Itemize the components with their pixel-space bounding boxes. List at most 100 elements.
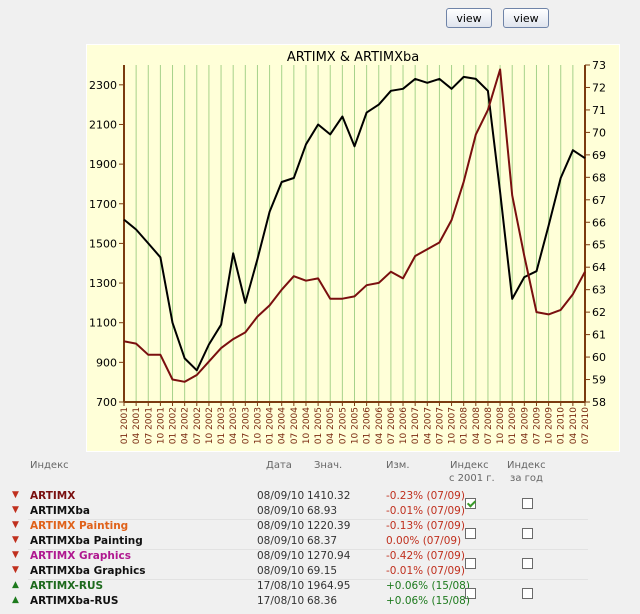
x-tick-label: 01 2002 (169, 407, 179, 444)
arrow-down-icon: ▼ (12, 550, 19, 560)
checkbox-since-2001[interactable] (465, 498, 476, 509)
index-change: -0.01% (07/09) (386, 505, 465, 517)
x-tick-label: 04 2004 (278, 407, 288, 444)
y-right-tick-label: 72 (592, 81, 606, 94)
index-name[interactable]: ARTIMXba (30, 505, 90, 517)
checkbox-year[interactable] (522, 588, 533, 599)
checkbox-year[interactable] (522, 528, 533, 539)
row-divider (28, 549, 588, 550)
table-row: ▲ ARTIMX-RUS 17/08/10 1964.95 +0.06% (15/08) (0, 580, 640, 595)
x-tick-label: 04 2002 (181, 407, 191, 444)
arrow-up-icon: ▲ (12, 580, 19, 590)
x-tick-label: 10 2008 (496, 407, 506, 444)
x-tick-label: 04 2003 (229, 407, 239, 444)
index-chart: ARTIMX & ARTIMXba 700 900 1100 1300 1500 1700 1… (86, 44, 620, 452)
index-date: 08/09/10 (257, 550, 305, 562)
y-right-tick-label: 63 (592, 284, 606, 297)
view-button-2[interactable]: view (503, 8, 549, 28)
index-change: -0.01% (07/09) (386, 565, 465, 577)
x-tick-label: 07 2007 (435, 407, 445, 444)
x-tick-label: 01 2001 (120, 407, 130, 444)
y-left-tick-label: 1500 (89, 237, 117, 250)
y-left-tick-label: 900 (96, 356, 117, 369)
checkbox-since-2001[interactable] (465, 528, 476, 539)
x-tick-label: 10 2005 (351, 407, 361, 444)
view-button-1[interactable]: view (446, 8, 492, 28)
x-tick-label: 04 2006 (375, 407, 385, 444)
series-line-artimx (123, 75, 586, 372)
table-row: ▼ ARTIMXba Graphics 08/09/10 69.15 -0.01% (0… (0, 565, 640, 580)
index-change: -0.13% (07/09) (386, 520, 465, 532)
y-right-tick-label: 62 (592, 306, 606, 319)
index-value: 1410.32 (307, 490, 351, 502)
table-row: ▼ ARTIMX 08/09/10 1410.32 -0.23% (07/09) (0, 490, 640, 505)
y-right-tick-label: 71 (592, 104, 606, 117)
index-value: 1964.95 (307, 580, 351, 592)
index-value: 68.93 (307, 505, 338, 517)
header-since2001-line2: с 2001 г. (449, 473, 495, 484)
index-value: 68.36 (307, 595, 338, 607)
y-left-tick-label: 2300 (89, 79, 117, 92)
checkbox-since-2001[interactable] (465, 558, 476, 569)
x-tick-label: 01 2006 (363, 407, 373, 444)
arrow-down-icon: ▼ (12, 520, 19, 530)
chart-title: ARTIMX & ARTIMXba (287, 50, 419, 65)
index-name[interactable]: ARTIMX (30, 490, 76, 502)
y-right-tick-label: 73 (592, 59, 606, 72)
y-right-tick-label: 66 (592, 216, 606, 229)
index-name[interactable]: ARTIMXba-RUS (30, 595, 119, 607)
x-tick-label: 07 2008 (484, 407, 494, 444)
index-date: 08/09/10 (257, 535, 305, 547)
x-tick-label: 04 2009 (520, 407, 530, 444)
x-tick-label: 07 2004 (290, 407, 300, 444)
index-change: +0.06% (15/08) (386, 580, 470, 592)
arrow-down-icon: ▼ (12, 505, 19, 515)
x-tick-label: 10 2001 (156, 407, 166, 444)
y-left-tick-label: 2100 (89, 118, 117, 131)
arrow-down-icon: ▼ (12, 535, 19, 545)
header-since2001-line1: Индекс (450, 460, 489, 471)
y-right-tick-label: 64 (592, 261, 606, 274)
x-tick-label: 07 2005 (338, 407, 348, 444)
table-row: ▲ ARTIMXba-RUS 17/08/10 68.36 +0.06% (15/08) (0, 595, 640, 610)
header-change: Изм. (386, 460, 410, 471)
x-tick-label: 01 2010 (557, 407, 567, 444)
y-left-tick-label: 1100 (89, 317, 117, 330)
index-name[interactable]: ARTIMXba Graphics (30, 565, 146, 577)
index-date: 17/08/10 (257, 595, 305, 607)
checkbox-since-2001[interactable] (465, 588, 476, 599)
arrow-down-icon: ▼ (12, 490, 19, 500)
index-name[interactable]: ARTIMXba Painting (30, 535, 143, 547)
y-left-tick-label: 1300 (89, 277, 117, 290)
index-value: 1270.94 (307, 550, 351, 562)
index-name[interactable]: ARTIMX Graphics (30, 550, 131, 562)
y-right-tick-label: 68 (592, 171, 606, 184)
index-date: 08/09/10 (257, 505, 305, 517)
x-tick-label: 10 2004 (302, 407, 312, 444)
table-row: ▼ ARTIMXba 08/09/10 68.93 -0.01% (07/09) (0, 505, 640, 520)
header-year-line2: за год (510, 473, 543, 484)
series-line-artimxba (123, 68, 586, 383)
y-left-tick-label: 1900 (89, 158, 117, 171)
x-tick-label: 07 2001 (144, 407, 154, 444)
x-tick-label: 07 2003 (241, 407, 251, 444)
index-name[interactable]: ARTIMX-RUS (30, 580, 104, 592)
x-tick-label: 01 2008 (460, 407, 470, 444)
x-tick-label: 10 2002 (205, 407, 215, 444)
header-index: Индекс (30, 460, 69, 471)
checkbox-year[interactable] (522, 558, 533, 569)
x-tick-label: 01 2004 (266, 407, 276, 444)
checkbox-year[interactable] (522, 498, 533, 509)
header-value: Знач. (314, 460, 343, 471)
x-tick-label: 01 2003 (217, 407, 227, 444)
x-tick-label: 07 2010 (581, 407, 591, 444)
y-right-tick-label: 70 (592, 126, 606, 139)
x-tick-label: 04 2008 (472, 407, 482, 444)
index-value: 68.37 (307, 535, 338, 547)
x-tick-label: 04 2005 (326, 407, 336, 444)
chart-svg: ARTIMX & ARTIMXba 700 900 1100 1300 1500 1700 1… (89, 50, 606, 444)
index-date: 08/09/10 (257, 520, 305, 532)
index-change: -0.42% (07/09) (386, 550, 465, 562)
table-row: ▼ ARTIMX Painting 08/09/10 1220.39 -0.13% (0… (0, 520, 640, 535)
index-name[interactable]: ARTIMX Painting (30, 520, 129, 532)
